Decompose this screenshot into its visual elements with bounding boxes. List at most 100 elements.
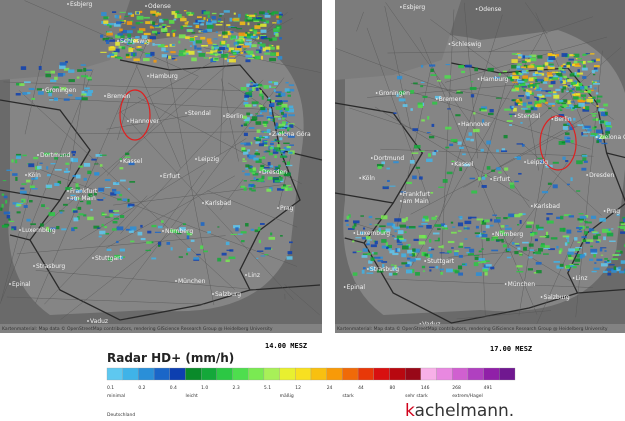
radar-echo: [270, 232, 273, 236]
radar-echo: [600, 112, 608, 117]
radar-echo: [508, 113, 516, 115]
time-label: 14.00 MESZ: [265, 342, 307, 350]
radar-echo: [104, 179, 111, 182]
radar-echo: [282, 184, 286, 187]
radar-echo: [567, 100, 572, 105]
city-label: Strasburg: [36, 263, 65, 270]
radar-echo: [50, 70, 55, 74]
radar-echo: [250, 228, 255, 231]
radar-echo: [562, 126, 568, 130]
radar-echo: [196, 16, 202, 19]
radar-echo: [396, 93, 399, 97]
radar-echo: [259, 157, 266, 159]
radar-echo: [253, 177, 256, 181]
radar-echo: [545, 90, 552, 93]
radar-echo: [255, 158, 262, 163]
radar-echo: [277, 144, 281, 148]
radar-echo: [582, 135, 588, 137]
radar-echo: [374, 224, 380, 226]
radar-echo: [511, 59, 518, 63]
radar-echo: [132, 42, 135, 45]
city-label: Leipzig: [527, 159, 548, 166]
radar-echo: [215, 24, 223, 26]
radar-echo: [567, 251, 574, 255]
radar-echo: [71, 227, 75, 232]
state-border: [490, 162, 568, 271]
radar-echo: [186, 12, 190, 16]
city-label: am Main: [70, 195, 96, 202]
radar-echo: [567, 79, 573, 82]
radar-echo: [185, 36, 190, 40]
radar-echo: [248, 127, 255, 129]
radar-echo: [525, 109, 531, 113]
legend-swatch: [342, 367, 359, 381]
radar-echo: [590, 248, 598, 253]
radar-echo: [485, 264, 492, 267]
radar-echo: [276, 26, 280, 30]
radar-echo: [576, 73, 580, 78]
radar-echo: [91, 158, 97, 161]
radar-echo: [103, 20, 109, 24]
radar-echo: [262, 12, 269, 15]
radar-echo: [260, 23, 267, 27]
radar-echo: [482, 268, 488, 272]
radar-echo: [499, 230, 505, 234]
radar-echo: [206, 24, 214, 29]
radar-echo: [278, 118, 281, 120]
radar-echo: [346, 215, 350, 220]
radar-echo: [244, 94, 250, 98]
radar-echo: [250, 82, 254, 84]
state-border: [521, 143, 602, 216]
radar-echo: [522, 75, 528, 79]
radar-echo: [572, 54, 575, 56]
radar-echo: [582, 76, 587, 79]
radar-echo: [588, 53, 595, 55]
city-dot: [162, 230, 164, 232]
radar-echo: [274, 170, 280, 173]
radar-echo: [573, 53, 580, 58]
radar-echo: [496, 217, 501, 219]
radar-echo: [275, 95, 282, 97]
radar-echo: [249, 85, 256, 88]
radar-echo: [256, 115, 264, 117]
radar-echo: [241, 170, 245, 172]
legend-swatch: [263, 367, 280, 381]
radar-echo: [261, 95, 264, 100]
radar-echo: [525, 92, 530, 96]
radar-echo: [260, 34, 267, 37]
radar-echo: [361, 269, 365, 274]
radar-echo: [561, 141, 566, 144]
radar-echo: [478, 250, 482, 253]
radar-echo: [418, 241, 426, 245]
radar-echo: [187, 29, 193, 32]
radar-echo: [589, 135, 595, 137]
radar-echo: [540, 80, 545, 84]
radar-echo: [608, 264, 615, 266]
radar-echo: [528, 256, 533, 259]
legend-value: 146: [421, 385, 430, 391]
radar-echo: [535, 79, 538, 83]
city-dot: [514, 115, 517, 117]
radar-echo: [401, 253, 407, 258]
radar-echo: [244, 15, 252, 18]
radar-echo: [119, 157, 122, 161]
radar-echo: [521, 87, 525, 90]
radar-echo: [569, 89, 573, 93]
radar-echo: [517, 63, 522, 66]
radar-echo: [420, 85, 424, 88]
radar-echo: [559, 263, 564, 267]
radar-echo: [432, 101, 438, 105]
radar-echo: [131, 26, 136, 29]
radar-echo: [521, 70, 527, 74]
radar-echo: [520, 121, 523, 124]
radar-echo: [287, 129, 290, 132]
radar-echo: [144, 42, 147, 45]
radar-echo: [368, 215, 373, 219]
radar-echo: [31, 97, 36, 100]
radar-echo: [548, 56, 556, 61]
radar-echo: [564, 242, 568, 246]
radar-echo: [424, 218, 430, 222]
radar-echo: [577, 97, 582, 101]
radar-echo: [125, 152, 130, 156]
radar-echo: [606, 125, 613, 128]
